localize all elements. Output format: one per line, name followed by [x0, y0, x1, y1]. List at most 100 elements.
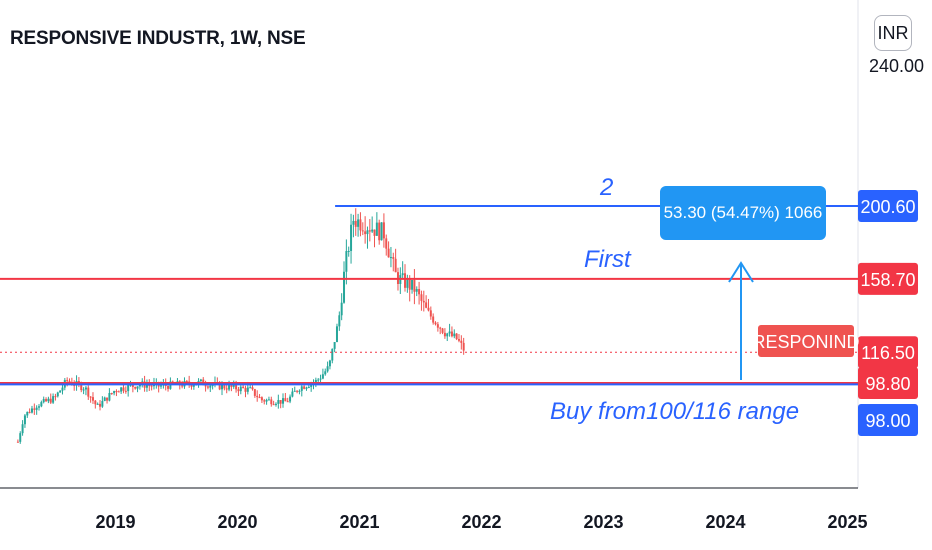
candle-body-43 [117, 391, 120, 393]
time-tick-2025: 2025 [827, 512, 867, 532]
candle-body-143 [352, 220, 355, 225]
candle-body-17 [56, 392, 59, 397]
candle-body-0 [16, 441, 19, 443]
candle-body-14 [49, 398, 52, 403]
candle-body-61 [160, 385, 163, 387]
price-tag-bg-3 [858, 367, 918, 399]
candle-body-130 [321, 374, 324, 379]
candle-body-86 [218, 382, 221, 390]
candle-body-91 [230, 385, 233, 387]
candle-body-114 [284, 398, 287, 402]
time-tick-2019: 2019 [95, 512, 135, 532]
candle-body-32 [91, 397, 94, 401]
candle-body-174 [425, 302, 428, 308]
candle-body-64 [167, 386, 170, 389]
price-tag-bg-0 [858, 190, 918, 223]
candle-body-13 [47, 398, 50, 402]
candle-body-166 [406, 279, 409, 288]
candle-body-146 [359, 219, 362, 231]
candle-body-124 [307, 386, 310, 388]
candle-body-155 [380, 222, 383, 241]
candle-body-52 [138, 384, 141, 387]
first-label[interactable]: First [584, 246, 632, 273]
candle-body-106 [265, 399, 268, 402]
candle-body-35 [99, 403, 102, 407]
candle-body-170 [415, 289, 418, 292]
candle-body-147 [361, 230, 364, 232]
candle-body-115 [286, 401, 289, 403]
candle-body-158 [387, 248, 390, 258]
candle-body-159 [389, 257, 392, 259]
symbol-tag-bg [758, 325, 854, 357]
candle-body-140 [345, 251, 348, 272]
candle-body-131 [324, 371, 327, 375]
candle-body-181 [441, 328, 444, 333]
candle-body-179 [436, 324, 439, 328]
candle-body-169 [413, 279, 416, 292]
candle-body-2 [21, 424, 24, 434]
candle-body-47 [127, 385, 130, 392]
candle-body-183 [446, 333, 449, 337]
currency-button[interactable]: INR [874, 15, 912, 51]
candle-body-111 [277, 400, 280, 404]
candle-body-110 [274, 403, 277, 405]
wave-label[interactable]: 2 [599, 174, 613, 201]
candle-body-39 [108, 393, 111, 401]
candle-body-40 [110, 393, 113, 395]
candle-body-44 [120, 387, 123, 392]
candle-body-107 [267, 399, 270, 401]
candle-body-22 [68, 381, 71, 383]
candle-body-108 [270, 399, 273, 405]
candle-body-168 [411, 279, 414, 290]
candle-body-156 [382, 222, 385, 239]
candle-body-74 [190, 384, 193, 387]
buy-label[interactable]: Buy from100/116 range [550, 398, 799, 425]
candle-body-70 [181, 385, 184, 387]
candle-body-165 [404, 273, 407, 288]
candle-body-153 [375, 222, 378, 236]
candles-group [16, 208, 465, 444]
candle-body-112 [279, 400, 282, 404]
candle-body-8 [35, 407, 38, 410]
candle-body-141 [347, 250, 350, 252]
candle-body-78 [199, 379, 202, 382]
candle-body-185 [450, 331, 453, 337]
time-tick-2024: 2024 [705, 512, 745, 532]
candle-body-136 [335, 326, 338, 343]
candle-body-187 [455, 333, 458, 340]
candle-body-177 [432, 316, 435, 323]
candle-body-87 [221, 384, 224, 390]
candle-body-94 [237, 389, 240, 392]
candle-body-5 [28, 411, 31, 413]
candle-body-160 [392, 257, 395, 259]
candle-body-118 [293, 390, 296, 392]
candle-body-83 [211, 384, 214, 386]
candle-body-7 [33, 408, 36, 410]
candle-body-82 [209, 385, 212, 388]
candle-body-88 [223, 384, 226, 389]
candle-body-135 [333, 342, 336, 349]
candle-body-186 [453, 333, 456, 337]
candle-body-134 [331, 348, 334, 361]
candle-body-24 [73, 384, 76, 386]
candle-body-34 [96, 403, 99, 405]
symbol-tag: RESPONIND [752, 332, 859, 352]
symbol-title[interactable]: RESPONSIVE INDUSTR, 1W, NSE [10, 28, 306, 49]
candle-body-81 [206, 386, 209, 388]
candle-body-154 [378, 222, 381, 241]
candle-body-100 [251, 387, 254, 390]
candle-body-109 [272, 404, 275, 406]
candle-body-123 [305, 387, 308, 389]
candle-body-117 [291, 391, 294, 397]
price-tag-0: 200.60 [860, 197, 915, 217]
candle-body-46 [124, 390, 127, 392]
candle-body-15 [52, 396, 55, 403]
candle-body-27 [80, 383, 83, 391]
candle-body-96 [242, 386, 245, 389]
candle-body-164 [401, 273, 404, 276]
candle-body-149 [366, 230, 369, 235]
candle-body-41 [113, 391, 116, 394]
candle-body-42 [115, 391, 118, 393]
candle-body-119 [296, 390, 299, 392]
